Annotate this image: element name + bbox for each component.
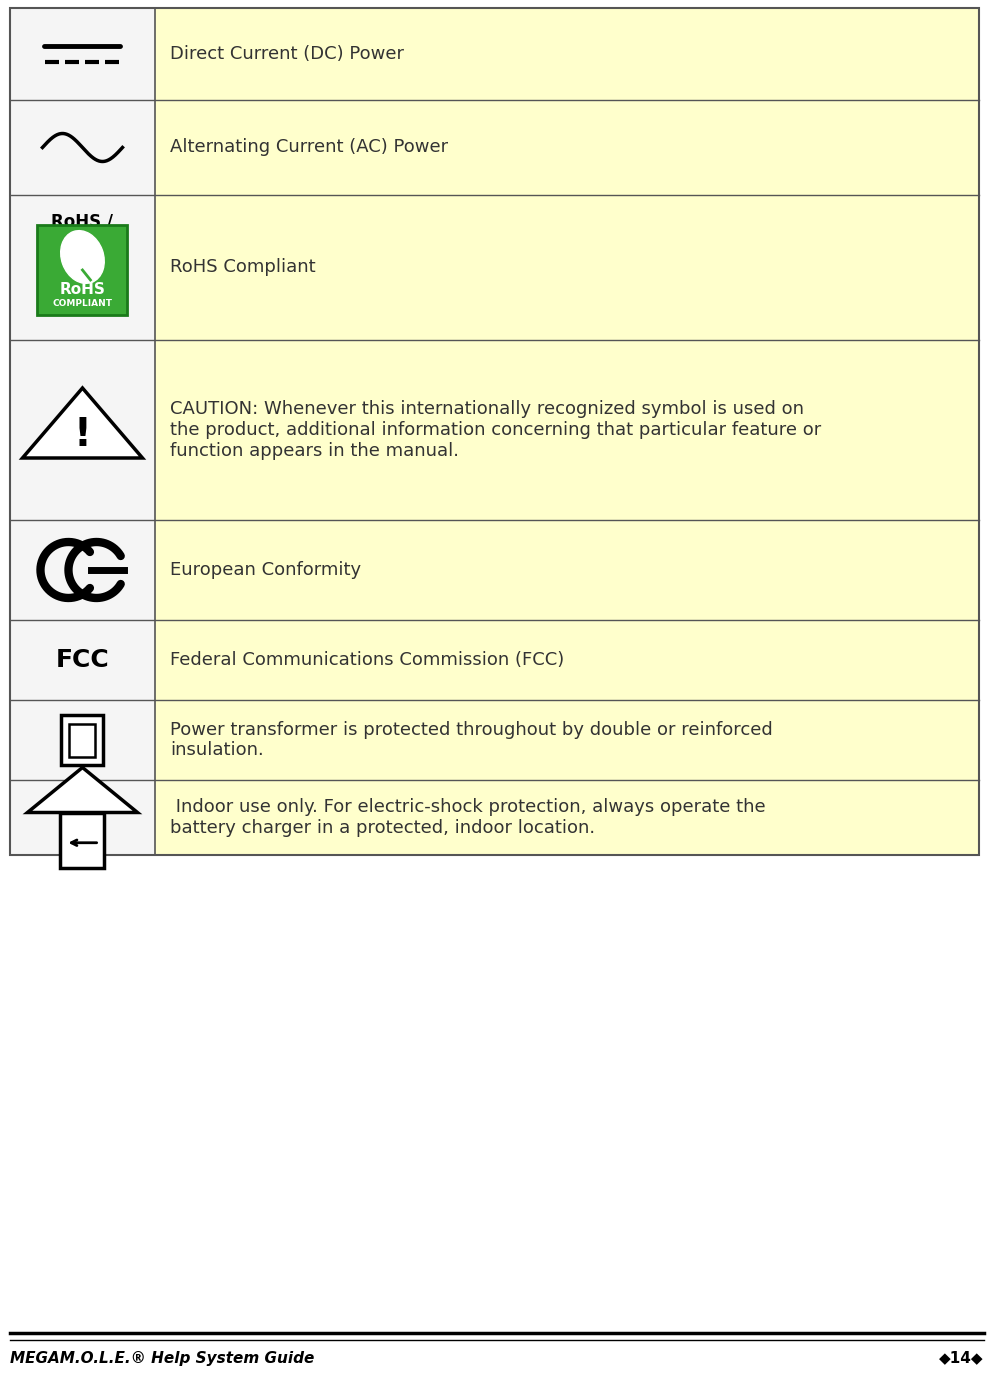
Bar: [62, 715, 103, 765]
Text: Federal Communications Commission (FCC): Federal Communications Commission (FCC): [170, 651, 565, 669]
Text: Indoor use only. For electric-shock protection, always operate the
battery charg: Indoor use only. For electric-shock prot…: [170, 798, 765, 836]
Polygon shape: [28, 767, 137, 813]
Polygon shape: [23, 388, 142, 458]
Text: COMPLIANT: COMPLIANT: [53, 298, 112, 308]
Ellipse shape: [61, 230, 104, 283]
Text: Direct Current (DC) Power: Direct Current (DC) Power: [170, 46, 404, 63]
Bar: [10, 8, 155, 856]
Bar: [70, 723, 95, 756]
Text: RoHS: RoHS: [60, 282, 105, 297]
Bar: [155, 8, 979, 856]
Text: European Conformity: European Conformity: [170, 562, 361, 580]
Text: RoHS Compliant: RoHS Compliant: [170, 258, 316, 276]
Text: CAUTION: Whenever this internationally recognized symbol is used on
the product,: CAUTION: Whenever this internationally r…: [170, 400, 821, 460]
Text: ◆14◆: ◆14◆: [939, 1351, 984, 1365]
Text: RoHS /: RoHS /: [52, 213, 113, 230]
Bar: [61, 813, 104, 868]
Bar: [10, 8, 979, 856]
Text: MEGAM.O.L.E.® Help System Guide: MEGAM.O.L.E.® Help System Guide: [10, 1351, 314, 1365]
Text: Power transformer is protected throughout by double or reinforced
insulation.: Power transformer is protected throughou…: [170, 720, 772, 759]
Text: Alternating Current (AC) Power: Alternating Current (AC) Power: [170, 138, 448, 156]
Text: FCC: FCC: [56, 649, 109, 672]
Bar: [38, 225, 127, 315]
Text: !: !: [74, 415, 91, 454]
